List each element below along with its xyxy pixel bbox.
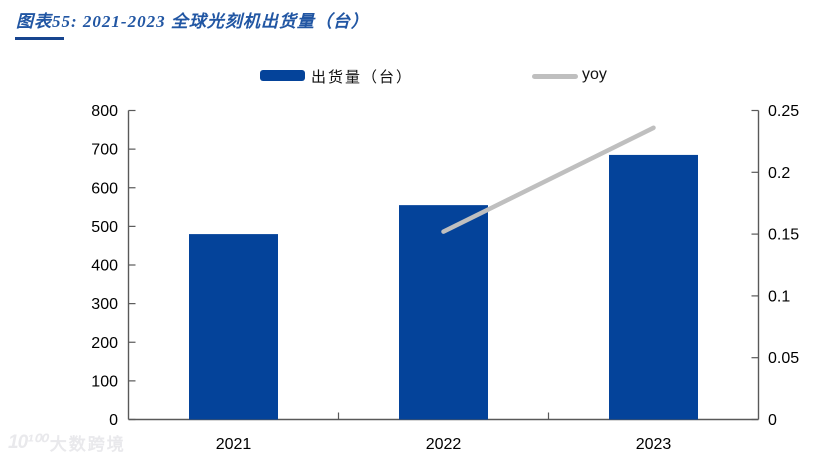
right-axis-tick-label: 0.1 xyxy=(768,288,790,305)
legend-yoy-label: yoy xyxy=(582,66,607,83)
left-axis-tick-label: 300 xyxy=(91,296,118,313)
legend-line-swatch xyxy=(532,74,578,79)
watermark: 10¹⁰⁰ 大数跨境 xyxy=(8,430,126,455)
chart-title: 图表55: 2021-2023 全球光刻机出货量（台） xyxy=(16,12,369,31)
x-axis-category-label: 2022 xyxy=(426,436,462,453)
left-axis-tick-label: 400 xyxy=(91,258,118,275)
bar-2022 xyxy=(399,205,488,420)
left-axis-tick-label: 0 xyxy=(109,412,118,429)
left-axis-tick-label: 200 xyxy=(91,335,118,352)
legend-bar-swatch xyxy=(260,70,305,81)
right-axis-tick-label: 0.2 xyxy=(768,165,790,182)
x-axis-category-label: 2023 xyxy=(636,436,672,453)
left-axis-tick-label: 800 xyxy=(91,103,118,120)
title-underline xyxy=(15,37,64,40)
left-axis-tick-label: 600 xyxy=(91,180,118,197)
right-axis-tick-label: 0 xyxy=(768,412,777,429)
bar-2021 xyxy=(189,234,278,420)
yoy-line xyxy=(441,125,656,234)
right-axis-tick-label: 0.05 xyxy=(768,350,799,367)
bar-2023 xyxy=(609,154,698,420)
legend-bar-label: 出货量（台） xyxy=(311,69,414,86)
x-axis-category-label: 2021 xyxy=(216,436,252,453)
left-axis-tick-label: 700 xyxy=(91,142,118,159)
watermark-logo-icon: 10¹⁰⁰ xyxy=(8,432,47,453)
watermark-text: 大数跨境 xyxy=(49,435,126,454)
left-axis-tick-label: 500 xyxy=(91,219,118,236)
right-axis-tick-label: 0.15 xyxy=(768,227,799,244)
left-axis-tick-label: 100 xyxy=(91,373,118,390)
right-axis-tick-label: 0.25 xyxy=(768,103,799,120)
